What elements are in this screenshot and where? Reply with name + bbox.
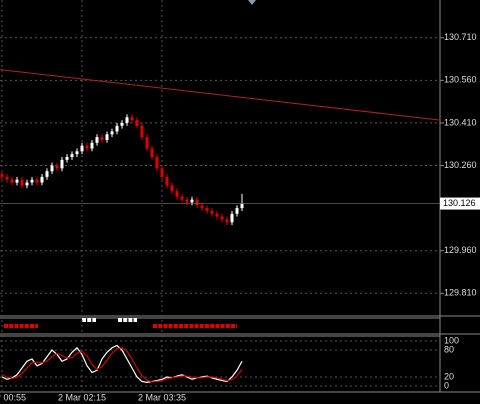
x-tick-label: 2 Mar 03:35: [138, 392, 186, 402]
candle-body: [25, 182, 29, 186]
candle-body: [200, 205, 204, 209]
candle-body: [10, 179, 14, 183]
candle-body: [50, 165, 54, 172]
candle-body: [170, 185, 174, 192]
candle-body: [30, 179, 34, 183]
candle-body: [230, 213, 234, 223]
candle-body: [70, 154, 74, 158]
candle-body: [115, 125, 119, 132]
candle-body: [215, 213, 219, 217]
x-tick-label: 2 Mar 00:55: [0, 392, 26, 402]
candle-body: [120, 122, 124, 126]
candle-body: [210, 210, 214, 214]
candle-body: [195, 199, 199, 206]
candle-body: [35, 179, 39, 183]
y-tick-label: 130.560: [444, 75, 477, 85]
candle-body: [190, 199, 194, 203]
candle-body: [220, 216, 224, 220]
x-tick-label: 2 Mar 02:15: [58, 392, 106, 402]
candle-body: [45, 171, 49, 177]
candle-body: [55, 165, 59, 169]
candle-body: [125, 117, 129, 123]
shift-marker: [248, 0, 256, 5]
candle-body: [160, 168, 164, 177]
candle-body: [80, 145, 84, 152]
y-tick-label: 130.410: [444, 117, 477, 127]
current-price-box: [440, 197, 480, 210]
trendline: [0, 69, 441, 121]
candle-body: [60, 159, 64, 169]
candle-body: [175, 191, 179, 197]
candle-body: [180, 196, 184, 200]
candle-body: [140, 125, 144, 138]
candle-body: [205, 208, 209, 211]
candle-body: [235, 208, 239, 214]
y-tick-label: 129.810: [444, 288, 477, 298]
current-price-label: 130.126: [443, 198, 476, 208]
candle-body: [20, 179, 24, 186]
candle-body: [0, 174, 4, 177]
candle-body: [75, 151, 79, 155]
candle-body: [110, 131, 114, 135]
y-tick-label: 130.260: [444, 160, 477, 170]
candle-body: [5, 176, 9, 180]
candle-body: [165, 176, 169, 186]
candle-body: [100, 137, 104, 140]
osc-tick-label: 0: [444, 380, 449, 390]
candle-body: [225, 219, 229, 223]
candle-body: [155, 157, 159, 169]
candle-body: [40, 176, 44, 183]
osc-tick-label: 100: [444, 335, 459, 345]
osc-tick-label: 80: [444, 344, 454, 354]
y-tick-label: 130.710: [444, 32, 477, 42]
candle-body: [85, 145, 89, 149]
osc-line: [1, 347, 243, 383]
y-tick-label: 129.960: [444, 245, 477, 255]
osc-tick-label: 20: [444, 371, 454, 381]
candle-body: [95, 137, 99, 143]
candle-body: [130, 117, 134, 121]
candle-body: [185, 199, 189, 203]
candle-body: [15, 179, 19, 183]
osc-line: [1, 344, 243, 384]
candle-body: [65, 157, 69, 160]
candle-body: [240, 203, 244, 209]
signal-dots: [4, 318, 237, 328]
candle-body: [135, 120, 139, 126]
candle-body: [145, 137, 149, 149]
candle-body: [105, 134, 109, 140]
candle-body: [150, 148, 154, 158]
candle-body: [90, 142, 94, 149]
